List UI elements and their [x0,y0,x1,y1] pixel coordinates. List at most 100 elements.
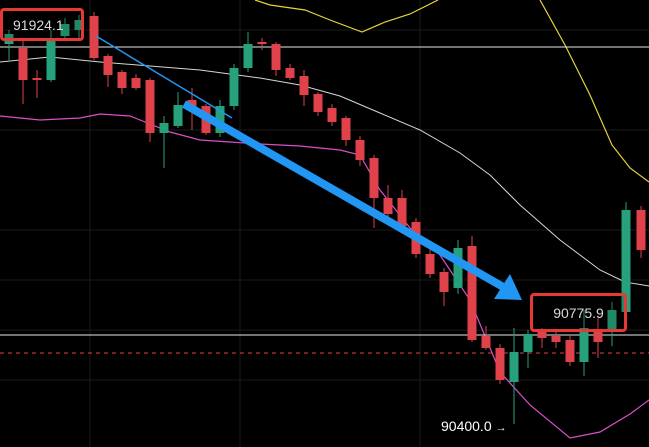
candle-body [341,118,351,140]
candle-body [60,24,70,36]
candle-body [145,80,155,133]
upper-band-line [254,0,439,33]
candle-body [467,246,477,340]
candle-body [257,42,267,44]
candle-body [397,198,407,226]
bullish-candle [243,32,253,72]
bearish-candle [397,190,407,230]
candle-body [131,78,141,88]
candle-body [369,158,379,198]
bearish-candle [439,268,449,306]
candle-body [46,38,56,80]
lower-band-line [0,113,649,439]
high-price-label: 91924.1 [13,16,64,33]
bullish-candle [159,116,169,168]
bearish-candle [383,185,393,220]
arrow-down-right-icon [182,100,522,300]
bullish-candle [523,330,533,368]
bearish-candle [636,206,646,258]
bearish-candle [565,336,575,366]
bearish-candle [355,136,365,166]
candle-body [495,348,505,380]
candle-body [481,336,491,348]
bearish-candle [32,70,42,98]
candle-body [285,68,295,78]
candle-body [313,94,323,112]
candle-body [299,76,309,95]
candle-body [271,44,281,70]
candlesticks [4,12,646,424]
candle-body [215,106,225,133]
bearish-candle [299,70,309,106]
bearish-candle [313,92,323,116]
mid-price-box: 90775.9 [530,293,627,332]
mid-price-label: 90775.9 [553,304,604,321]
candle-body [327,108,337,122]
candle-body [229,68,239,106]
bearish-candle [89,12,99,60]
bearish-candle [341,116,351,146]
low-price-label: 90400.0 [441,418,492,434]
candle-body [636,210,646,250]
bullish-candle [173,92,183,128]
bullish-candle [579,310,589,376]
bullish-candle [509,328,519,424]
bullish-candle [607,302,617,346]
candle-body [18,48,28,80]
bearish-candle [551,330,561,348]
bearish-candle [425,244,435,278]
bearish-candle [131,74,141,90]
candle-body [89,16,99,58]
candle-body [355,140,365,160]
candle-body [621,210,631,312]
moving-average-line [0,56,649,287]
candle-body [159,123,169,133]
bullish-candle [215,100,225,137]
right-arrow-icon: → [495,422,507,434]
candle-body [32,78,42,80]
candle-body [523,334,533,352]
upper-band-line [539,0,649,183]
candle-body [439,272,449,292]
candle-body [509,352,519,382]
bearish-candle [18,40,28,104]
bearish-candle [103,54,113,87]
candle-body [551,336,561,342]
chart-overlay [95,35,522,300]
bearish-candle [593,318,603,358]
high-price-box: 91924.1 [0,8,84,41]
candle-body [74,20,84,30]
candle-body [607,310,617,332]
candle-body [425,254,435,274]
candle-body [117,72,127,88]
bearish-candle [145,78,155,142]
candle-body [453,248,463,288]
bearish-candle [285,64,295,80]
candle-body [593,330,603,342]
bearish-candle [327,104,337,126]
bearish-candle [495,344,505,384]
candle-body [537,332,547,338]
trend-arrow-shaft [182,100,507,292]
bearish-candle [271,42,281,76]
candle-body [243,44,253,68]
bearish-candle [257,38,267,50]
bearish-candle [467,236,477,342]
trend-line [95,35,233,119]
candle-body [565,340,575,362]
candle-body [579,328,589,362]
trend-arrow-head [494,274,522,300]
bearish-candle [117,70,127,94]
bullish-candle [60,18,70,40]
bullish-candle [229,64,239,110]
bearish-candle [481,326,491,350]
bullish-candle [453,240,463,294]
candle-body [173,105,183,126]
low-price-marker: 90400.0 → [441,418,507,434]
bullish-candle [74,15,84,38]
candle-body [383,198,393,214]
candle-body [103,56,113,75]
